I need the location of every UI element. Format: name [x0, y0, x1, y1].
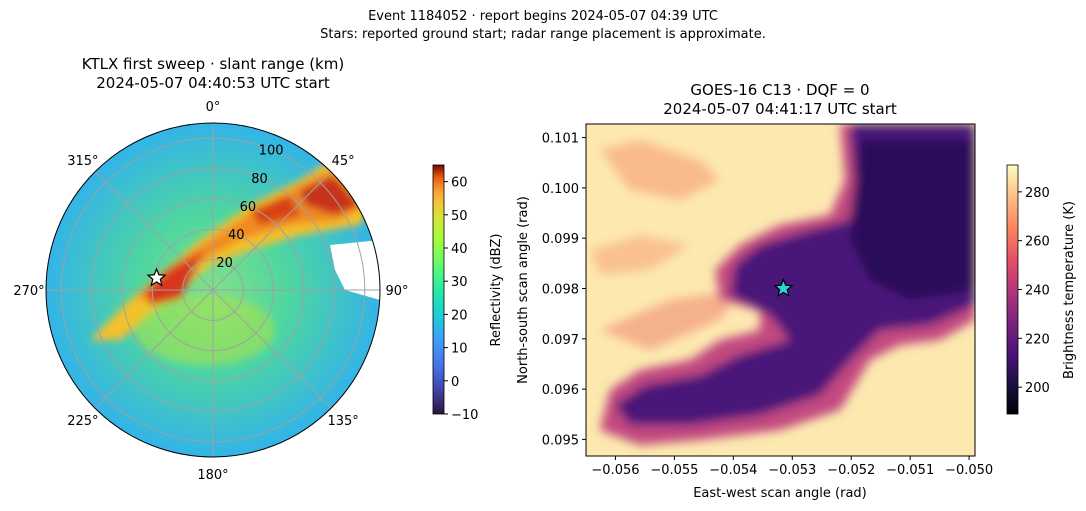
radar-cb-tick-label-20: 20: [451, 308, 468, 323]
radar-range-label-60: 60: [240, 200, 257, 215]
goes-x-tick-label: −0.050: [945, 463, 993, 478]
radar-cb-tick-label-30: 30: [451, 275, 468, 290]
goes-cb-tick-label-280: 280: [1025, 186, 1050, 201]
radar-cb-tick-label-10: 10: [451, 342, 468, 357]
radar-azimuth-label-270: 270°: [13, 284, 44, 299]
figure-title-line1: Event 1184052 · report begins 2024-05-07…: [368, 9, 718, 24]
goes-x-tick-label: −0.051: [886, 463, 934, 478]
radar-azimuth-label-225: 225°: [67, 414, 98, 429]
radar-spoke-45: [212, 171, 332, 291]
goes-x-tick-label: −0.054: [709, 463, 757, 478]
goes-y-tick-label: 0.100: [542, 182, 579, 197]
radar-range-label-20: 20: [216, 256, 233, 271]
goes-x-tick-label: −0.055: [650, 463, 698, 478]
radar-cb-tick-label-0: 0: [451, 375, 459, 390]
goes-colorbar-ticks: 200 220 240 260 280: [1018, 186, 1050, 396]
radar-azimuth-label-45: 45°: [332, 154, 355, 169]
radar-cb-tick-label-60: 60: [451, 176, 468, 191]
radar-range-label-40: 40: [228, 228, 245, 243]
radar-azimuth-label-0: 0°: [206, 100, 221, 115]
goes-warm-cloud-3: [600, 290, 740, 350]
goes-y-tick-label: 0.097: [542, 333, 579, 348]
goes-cloud-core: [850, 140, 975, 300]
goes-title-line2: 2024-05-07 04:41:17 UTC start: [663, 100, 897, 118]
radar-azimuth-label-90: 90°: [385, 284, 408, 299]
goes-y-axis-label: North-south scan angle (rad): [516, 196, 531, 384]
goes-colorbar-label: Brightness temperature (K): [1062, 201, 1077, 379]
radar-colorbar-gradient: [432, 164, 445, 415]
radar-polar-svg: 20 40 60 80 100 0° 45° 90° 135° 180° 225° 270° 315°: [13, 100, 408, 483]
goes-cb-tick-label-240: 240: [1025, 284, 1050, 299]
radar-range-label-80: 80: [251, 172, 268, 187]
radar-azimuth-label-180: 180°: [197, 468, 228, 483]
radar-spoke-135: [212, 289, 332, 409]
figure-title-line2: Stars: reported ground start; radar rang…: [320, 27, 766, 42]
goes-title-line1: GOES-16 C13 · DQF = 0: [690, 81, 870, 99]
radar-azimuth-label-135: 135°: [327, 414, 358, 429]
goes-y-tick-label: 0.096: [542, 383, 579, 398]
radar-outline: [45, 122, 381, 458]
goes-x-tick-label: −0.052: [827, 463, 875, 478]
goes-x-tick-label: −0.053: [768, 463, 816, 478]
goes-cb-tick-label-200: 200: [1025, 381, 1050, 396]
goes-x-axis-label: East-west scan angle (rad): [693, 486, 867, 501]
goes-x-ticks: −0.056 −0.055 −0.054 −0.053 −0.052 −0.051 −0.0…: [591, 456, 993, 478]
goes-star-marker: [773, 277, 794, 298]
goes-cb-tick-label-220: 220: [1025, 332, 1050, 347]
storm-core-3: [250, 195, 300, 225]
storm-core-1: [145, 250, 205, 305]
radar-title-line1: KTLX first sweep · slant range (km): [81, 55, 345, 73]
no-data-region: [330, 240, 380, 300]
goes-warm-cloud-1: [600, 140, 720, 200]
goes-warm-cloud-2: [590, 235, 690, 275]
goes-cb-tick-label-260: 260: [1025, 235, 1050, 250]
radar-theta-labels: 0° 45° 90° 135° 180° 225° 270° 315°: [13, 100, 408, 483]
radar-cb-tick-label--10: −10: [451, 408, 478, 423]
radar-grid: [46, 123, 380, 457]
radar-colorbar-ticks: −10 0 10 20 30 40 50 60: [444, 176, 478, 423]
radar-colorbar-label: Reflectivity (dBZ): [489, 234, 504, 347]
goes-y-tick-label: 0.095: [542, 433, 579, 448]
radar-spoke-225: [94, 289, 214, 409]
goes-y-ticks: 0.095 0.096 0.097 0.098 0.099 0.100 0.101: [542, 132, 586, 448]
goes-y-tick-label: 0.101: [542, 132, 579, 147]
radar-radial-labels: 20 40 60 80 100: [216, 144, 283, 271]
goes-y-tick-label: 0.099: [542, 232, 579, 247]
radar-cb-tick-label-50: 50: [451, 209, 468, 224]
radar-cb-tick-label-40: 40: [451, 242, 468, 257]
radar-colorbar-svg: −10 0 10 20 30 40 50 60 Reflectivity (dBZ): [432, 164, 504, 423]
light-precip: [135, 295, 275, 365]
radar-title-line2: 2024-05-07 04:40:53 UTC start: [96, 74, 330, 92]
radar-spoke-315: [94, 171, 214, 291]
goes-axes-frame: [585, 123, 976, 457]
radar-range-label-100: 100: [259, 144, 284, 159]
radar-azimuth-label-315: 315°: [67, 154, 98, 169]
radar-star-marker: [146, 267, 167, 287]
goes-y-tick-label: 0.098: [542, 282, 579, 297]
storm-core-2: [300, 175, 360, 215]
goes-x-tick-label: −0.056: [591, 463, 639, 478]
goes-colorbar-gradient: [1006, 164, 1019, 415]
